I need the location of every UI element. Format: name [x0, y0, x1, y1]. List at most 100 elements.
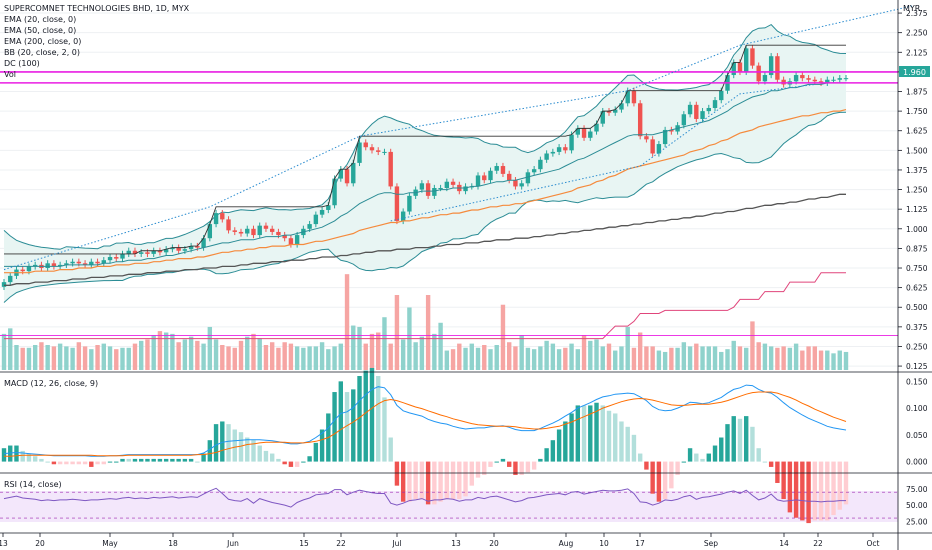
macd-histogram-bar	[719, 437, 724, 462]
volume-bar	[145, 339, 150, 370]
candle-body	[363, 142, 368, 148]
macd-histogram-bar	[351, 389, 356, 462]
macd-histogram-bar	[332, 392, 337, 462]
price-tick-label: 1.500	[906, 146, 928, 155]
time-tick-label: 13	[0, 539, 8, 548]
macd-histogram-bar	[594, 402, 599, 462]
candle-body	[631, 90, 637, 104]
macd-histogram-bar	[469, 461, 474, 486]
macd-histogram-bar	[220, 421, 225, 462]
candle-body	[600, 111, 605, 124]
trend-line-upper	[3, 44, 741, 271]
candle-body	[444, 181, 450, 188]
macd-histogram-bar	[394, 461, 400, 486]
candle-body	[394, 186, 400, 221]
candle	[563, 144, 568, 154]
candle-body	[388, 151, 393, 187]
candle	[750, 45, 755, 69]
volume-bar	[114, 349, 119, 370]
candle	[176, 244, 181, 254]
time-tick-label: 13	[451, 539, 461, 548]
macd-histogram-bar	[750, 426, 755, 462]
candle-body	[463, 186, 468, 192]
macd-histogram-bar	[163, 458, 169, 462]
macd-histogram-bar	[276, 458, 281, 462]
macd-histogram-bar	[126, 458, 131, 462]
candle-body	[45, 263, 50, 269]
volume-bar	[712, 346, 718, 370]
candle-body	[656, 144, 662, 154]
volume-bar	[450, 349, 456, 370]
macd-histogram-bar	[82, 461, 88, 465]
volume-bar	[269, 342, 275, 370]
volume-bar	[613, 350, 618, 370]
macd-histogram-bar	[519, 461, 524, 475]
signal-line	[4, 391, 847, 457]
candle	[213, 209, 219, 228]
price-tick-label: 0.375	[906, 323, 928, 332]
candle	[369, 144, 375, 154]
last-price-badge	[899, 66, 930, 77]
candle-body	[500, 166, 506, 174]
candle	[650, 136, 655, 157]
candle	[282, 231, 287, 242]
macd-histogram-bar	[725, 424, 730, 462]
time-tick-label: Sep	[704, 539, 718, 548]
price-tick-label: 1.000	[906, 225, 928, 234]
volume-bar	[538, 346, 543, 370]
candle-body	[812, 79, 818, 82]
volume-bar	[644, 346, 649, 370]
volume-bar	[637, 332, 643, 370]
candle	[245, 225, 250, 237]
macd-histogram-bar	[488, 461, 493, 467]
time-tick-label: 10	[599, 539, 609, 548]
candle-body	[687, 104, 693, 115]
price-axis-ticks: 2.3752.2502.1252.0001.8751.7501.6251.500…	[898, 9, 928, 526]
candle-body	[369, 147, 375, 151]
candle	[488, 167, 493, 184]
candle	[756, 62, 761, 85]
time-tick-label: May	[102, 539, 118, 548]
volume-bar	[825, 350, 830, 370]
candle-body	[344, 169, 350, 184]
candle-body	[450, 181, 456, 185]
candle-body	[26, 266, 32, 272]
volume-bar	[207, 326, 213, 370]
volume-bar	[382, 317, 387, 370]
volume-bar	[332, 346, 337, 370]
macd-histogram-bar	[307, 456, 312, 462]
candle	[712, 97, 718, 112]
macd-histogram-bar	[419, 461, 425, 500]
candle	[363, 139, 368, 151]
candle	[513, 177, 518, 190]
volume-bar	[195, 340, 200, 370]
candle	[588, 128, 593, 141]
candle	[706, 104, 711, 115]
price-tick-label: 1.375	[906, 166, 928, 175]
legend-bb: BB (20, close, 2, 0)	[4, 48, 80, 57]
macd-histogram-bar	[107, 461, 113, 463]
currency-label: MYR	[903, 4, 921, 13]
candle-body	[432, 188, 437, 196]
volume-bar	[457, 343, 462, 370]
macd-histogram-bar	[201, 453, 206, 462]
macd-histogram-bar	[382, 397, 387, 462]
candle	[500, 162, 506, 178]
macd-tick-label: 0.000	[906, 458, 928, 467]
time-tick-label: 22	[336, 539, 346, 548]
macd-histogram-bar	[482, 461, 487, 475]
candle-body	[307, 224, 312, 229]
candle	[700, 107, 705, 123]
legend: SUPERCOMNET TECHNOLOGIES BHD, 1D, MYX EM…	[4, 4, 190, 79]
macd-histogram-bar	[313, 442, 319, 462]
macd-histogram-bar	[238, 432, 244, 462]
macd-histogram-bar	[831, 461, 836, 516]
candle	[432, 184, 437, 199]
candle	[120, 250, 125, 262]
candle	[238, 228, 244, 237]
trend-line-projection	[739, 5, 913, 46]
candle	[694, 101, 699, 123]
candle-body	[257, 225, 262, 236]
volume-bar	[787, 347, 793, 370]
